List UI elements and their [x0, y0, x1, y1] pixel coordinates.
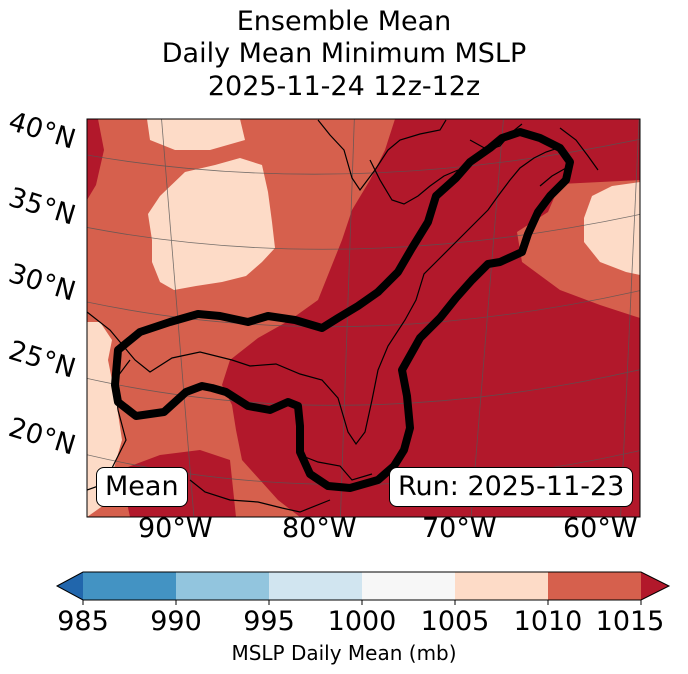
colorbar-tick-1015: 1015: [595, 606, 665, 637]
colorbar-tick-1000: 1000: [327, 606, 397, 637]
chart-title-line-2: Daily Mean Minimum MSLP: [161, 38, 527, 69]
lon-label-80w: 80°W: [282, 513, 357, 544]
lon-label-70w: 70°W: [422, 513, 497, 544]
colorbar-tick-1005: 1005: [420, 606, 490, 637]
colorbar-bin-995-1000: [269, 572, 362, 600]
colorbar-label: MSLP Daily Mean (mb): [231, 641, 457, 665]
lon-label-90w: 90°W: [138, 513, 213, 544]
colorbar-bin-1010-1015: [548, 572, 641, 600]
colorbar-tick-995: 995: [243, 606, 295, 637]
chart-title-line-3: 2025-11-24 12z-12z: [207, 71, 481, 102]
chart-title-line-1: Ensemble Mean: [236, 6, 452, 37]
ensemble-contour: [111, 128, 574, 492]
map-frame: [86, 118, 641, 518]
colorbar-tick-1010: 1010: [513, 606, 583, 637]
colorbar-extend-below: [57, 572, 83, 600]
map-panel: [87, 119, 640, 517]
colorbar-bin-1000-1005: [362, 572, 455, 600]
mean-label-box: Mean: [96, 467, 188, 507]
colorbar-extend-above: [641, 572, 669, 600]
pressure-field-1005-1010-central: [148, 158, 275, 290]
colorbar-tick-marks: [82, 600, 642, 605]
pressure-field-above-1015-west: [87, 119, 104, 200]
colorbar: [55, 571, 671, 605]
graticule: [87, 119, 640, 517]
colorbar-bin-985-990: [83, 572, 176, 600]
pressure-field-1005-1010-north: [147, 119, 245, 150]
pressure-field-1005-1010-east: [584, 182, 640, 275]
colorbar-tick-990: 990: [150, 606, 202, 637]
colorbar-tick-985: 985: [57, 606, 109, 637]
run-date-box: Run: 2025-11-23: [389, 467, 634, 507]
lon-label-60w: 60°W: [563, 513, 638, 544]
colorbar-bin-990-995: [176, 572, 269, 600]
colorbar-bin-1005-1010: [455, 572, 548, 600]
